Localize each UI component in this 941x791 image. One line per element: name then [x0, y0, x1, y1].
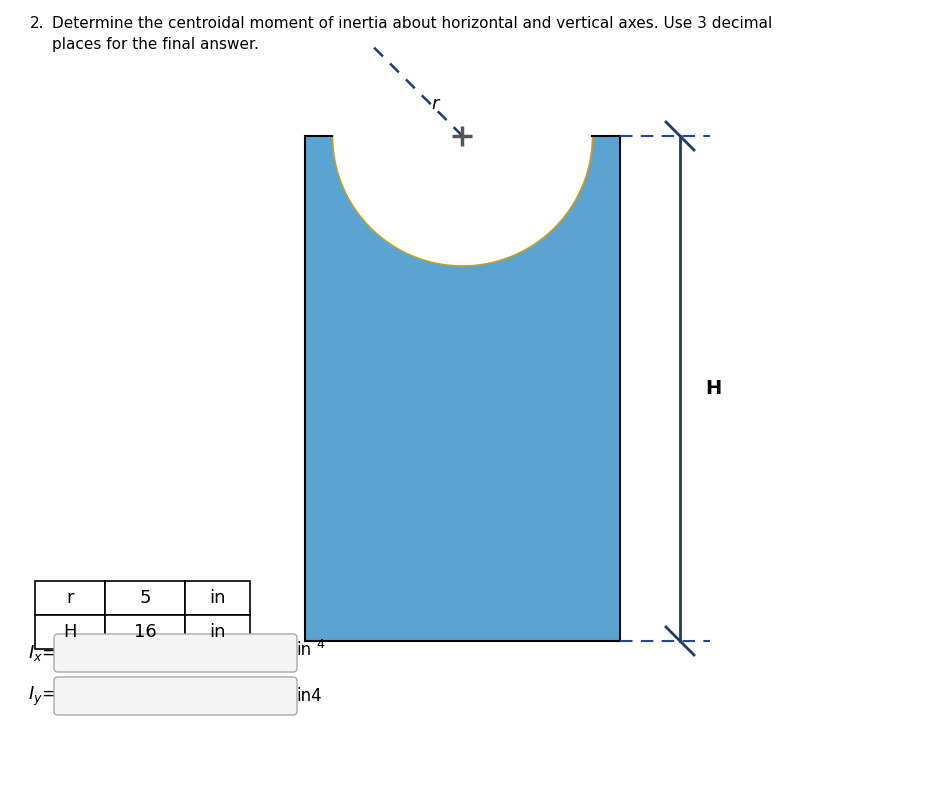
- Text: $I_x$=: $I_x$=: [28, 643, 56, 663]
- Text: in: in: [209, 623, 226, 641]
- Text: H: H: [63, 623, 77, 641]
- Text: in: in: [209, 589, 226, 607]
- Text: 16: 16: [134, 623, 156, 641]
- Text: 4: 4: [316, 638, 324, 650]
- Text: 5: 5: [139, 589, 151, 607]
- Bar: [185, 581, 250, 615]
- Text: places for the final answer.: places for the final answer.: [52, 37, 259, 52]
- Bar: [105, 581, 185, 615]
- Text: r: r: [432, 95, 439, 113]
- Bar: [35, 581, 105, 615]
- Bar: [35, 615, 105, 649]
- Text: Determine the centroidal moment of inertia about horizontal and vertical axes. U: Determine the centroidal moment of inert…: [52, 16, 773, 31]
- Bar: [105, 615, 185, 649]
- Bar: [185, 615, 250, 649]
- Polygon shape: [305, 136, 620, 641]
- Text: 2.: 2.: [30, 16, 44, 31]
- FancyBboxPatch shape: [54, 634, 297, 672]
- Text: in4: in4: [296, 687, 322, 705]
- Text: $I_y$=: $I_y$=: [28, 684, 56, 708]
- Text: H: H: [705, 379, 721, 398]
- FancyBboxPatch shape: [54, 677, 297, 715]
- Text: in: in: [296, 641, 311, 659]
- Text: r: r: [66, 589, 73, 607]
